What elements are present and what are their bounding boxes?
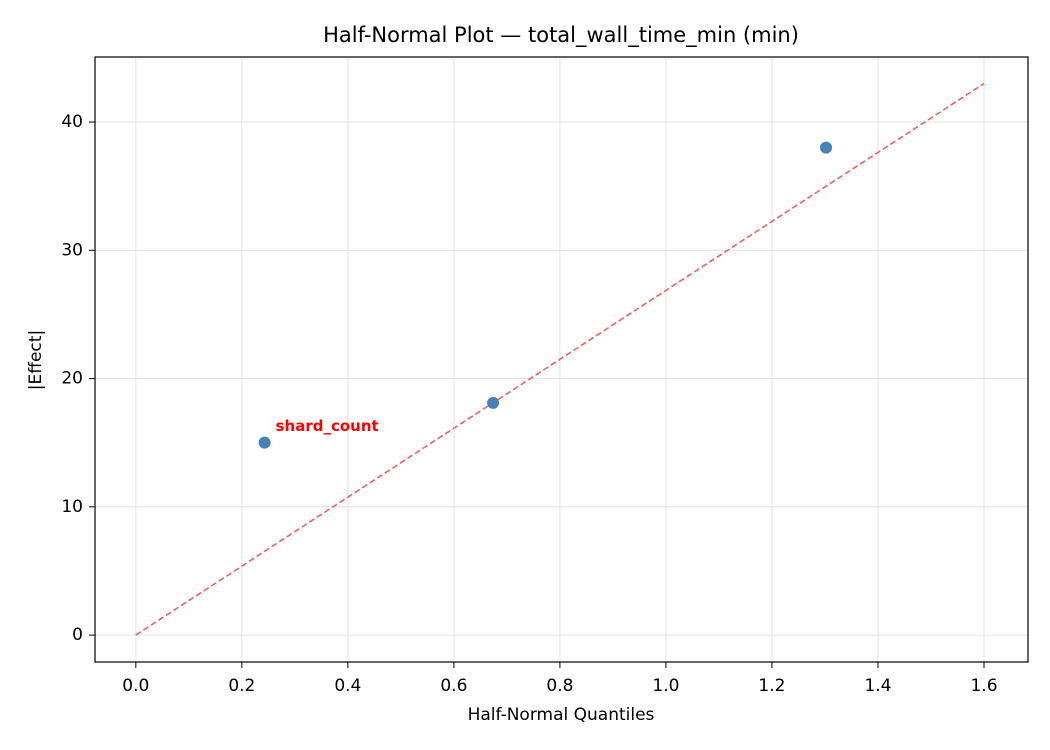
chart-title: Half-Normal Plot — total_wall_time_min (… xyxy=(323,23,799,48)
y-tick-label: 20 xyxy=(61,369,83,389)
x-tick-label: 0.6 xyxy=(440,676,467,696)
x-tick-label: 0.2 xyxy=(228,676,255,696)
y-tick-label: 30 xyxy=(61,240,83,260)
x-tick-label: 0.0 xyxy=(122,676,149,696)
point-label: shard_count xyxy=(276,417,379,435)
y-tick-label: 0 xyxy=(72,625,83,645)
point xyxy=(820,141,833,154)
point xyxy=(258,436,271,449)
reference-line xyxy=(135,82,985,636)
x-tick-label: 1.0 xyxy=(652,676,679,696)
x-tick-label: 1.4 xyxy=(864,676,891,696)
x-axis-label: Half-Normal Quantiles xyxy=(468,705,655,725)
x-tick-label: 0.4 xyxy=(334,676,361,696)
y-tick-label: 40 xyxy=(61,112,83,132)
x-tick-label: 1.6 xyxy=(970,676,997,696)
y-tick-label: 10 xyxy=(61,497,83,517)
x-tick-label: 0.8 xyxy=(546,676,573,696)
plot-frame xyxy=(94,56,1029,663)
y-axis-label: |Effect| xyxy=(26,330,46,390)
x-tick-label: 1.2 xyxy=(758,676,785,696)
point xyxy=(487,396,500,409)
